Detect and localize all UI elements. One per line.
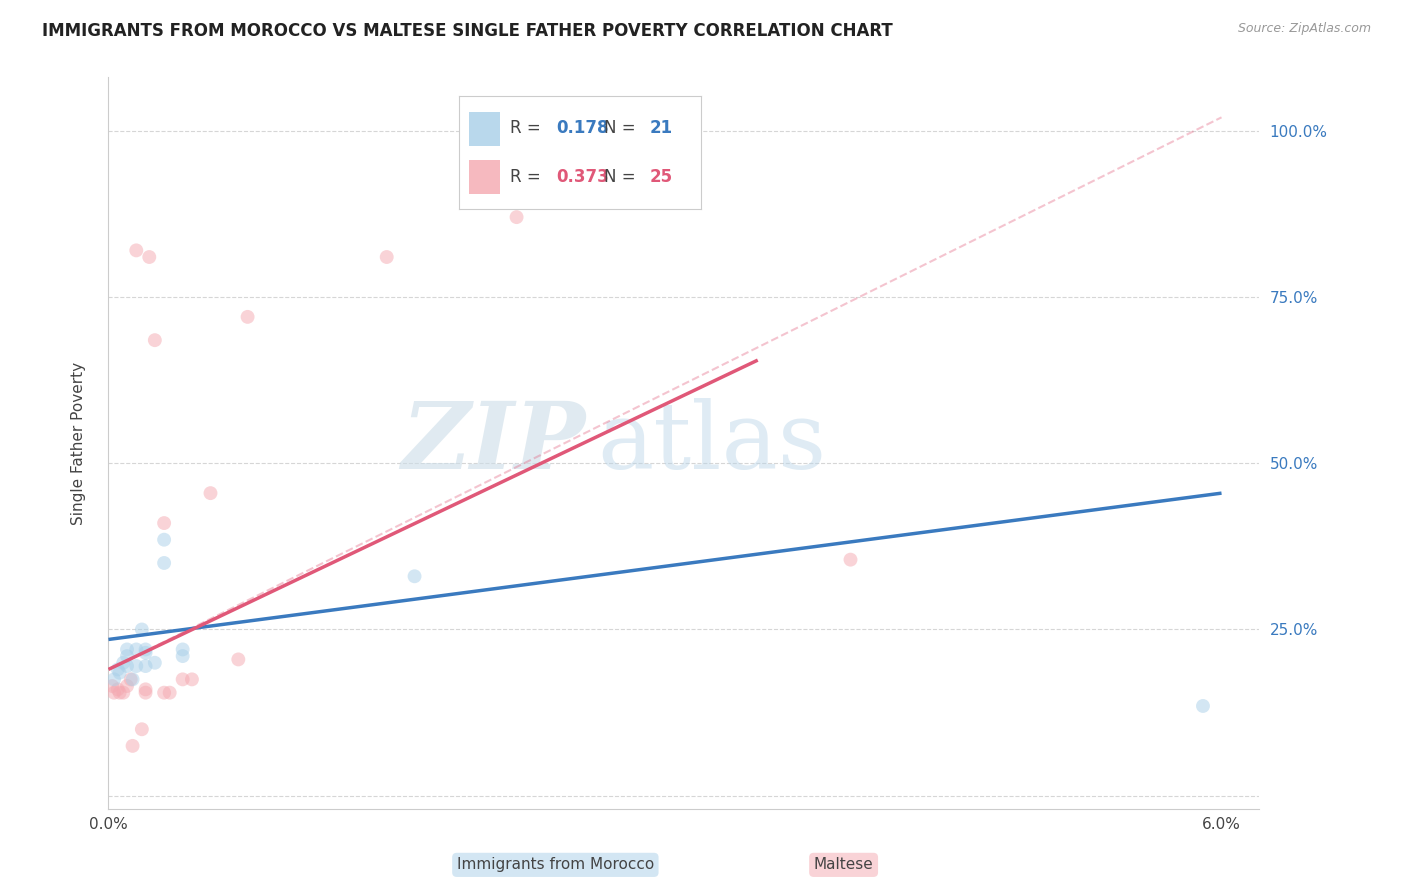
Point — [103, 686, 125, 700]
Point — [1192, 698, 1215, 713]
Point — [112, 686, 135, 700]
Point — [125, 244, 148, 258]
Point — [103, 673, 125, 687]
Point — [121, 739, 143, 753]
Point — [153, 533, 176, 547]
Point — [153, 516, 176, 530]
Point — [131, 623, 153, 637]
Point — [121, 673, 143, 687]
Point — [108, 686, 131, 700]
Text: Source: ZipAtlas.com: Source: ZipAtlas.com — [1237, 22, 1371, 36]
Point — [125, 659, 148, 673]
Point — [135, 659, 157, 673]
Point — [115, 659, 138, 673]
Point — [228, 652, 250, 666]
Point — [120, 673, 142, 687]
Point — [172, 673, 194, 687]
Point — [138, 250, 160, 264]
Point — [108, 665, 131, 680]
Text: Maltese: Maltese — [814, 857, 873, 872]
Point — [112, 656, 135, 670]
Point — [172, 649, 194, 664]
Y-axis label: Single Father Poverty: Single Father Poverty — [72, 361, 86, 524]
Point — [159, 686, 181, 700]
Point — [115, 679, 138, 693]
Point — [143, 333, 166, 347]
Point — [143, 656, 166, 670]
Point — [375, 250, 398, 264]
Text: ZIP: ZIP — [402, 398, 586, 488]
Point — [115, 649, 138, 664]
Point — [153, 686, 176, 700]
Point — [115, 642, 138, 657]
Point — [135, 686, 157, 700]
Point — [172, 642, 194, 657]
Text: atlas: atlas — [598, 398, 827, 488]
Point — [153, 556, 176, 570]
Point — [131, 723, 153, 737]
Point — [505, 210, 527, 224]
Point — [135, 682, 157, 697]
Point — [404, 569, 426, 583]
Point — [107, 662, 129, 676]
Point — [200, 486, 222, 500]
Point — [125, 642, 148, 657]
Text: IMMIGRANTS FROM MOROCCO VS MALTESE SINGLE FATHER POVERTY CORRELATION CHART: IMMIGRANTS FROM MOROCCO VS MALTESE SINGL… — [42, 22, 893, 40]
Point — [135, 646, 157, 660]
Point — [236, 310, 259, 324]
Point — [135, 642, 157, 657]
Point — [101, 679, 124, 693]
Point — [181, 673, 204, 687]
Point — [107, 682, 129, 697]
Point — [839, 552, 862, 566]
Text: Immigrants from Morocco: Immigrants from Morocco — [457, 857, 654, 872]
